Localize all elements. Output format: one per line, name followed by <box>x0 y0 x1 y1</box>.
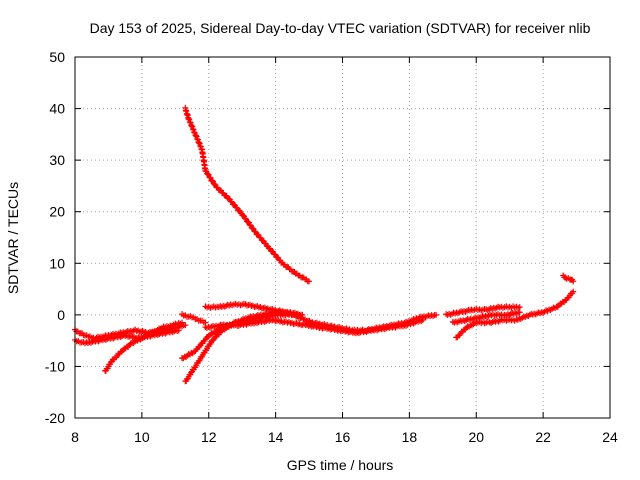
data-point <box>194 135 201 142</box>
chart-title: Day 153 of 2025, Sidereal Day-to-day VTE… <box>90 20 591 36</box>
series-arc-c <box>102 319 185 374</box>
y-tick-label: -10 <box>45 358 65 374</box>
data-point <box>433 311 440 318</box>
data-point <box>516 309 523 316</box>
y-axis-label: SDTVAR / TECUs <box>5 182 21 294</box>
grid <box>75 57 610 418</box>
y-tick-label: 50 <box>49 49 65 65</box>
plot-frame <box>74 56 611 419</box>
y-tick-label: 10 <box>49 255 65 271</box>
y-tick-label: -20 <box>45 410 65 426</box>
series-arc-l <box>560 272 577 285</box>
data-point <box>188 122 195 129</box>
data-point <box>570 278 577 285</box>
data-point <box>196 139 203 146</box>
y-tick-label: 30 <box>49 152 65 168</box>
y-tick-label: 40 <box>49 101 65 117</box>
series-arc-d <box>182 104 313 285</box>
x-tick-label: 24 <box>602 429 618 445</box>
x-tick-label: 14 <box>268 429 284 445</box>
data-point <box>306 278 313 285</box>
series-arc-i <box>453 288 577 341</box>
data-point <box>175 327 182 334</box>
data-point <box>185 115 192 122</box>
series-arc-h <box>202 316 426 337</box>
x-tick-label: 22 <box>535 429 551 445</box>
data-point <box>182 322 189 329</box>
data-point <box>419 317 426 324</box>
data-marks <box>72 104 577 385</box>
data-point <box>211 181 218 188</box>
y-tick-label: 20 <box>49 204 65 220</box>
data-point <box>197 142 204 149</box>
data-point <box>516 304 523 311</box>
data-point <box>191 129 198 136</box>
x-axis-label: GPS time / hours <box>287 457 394 473</box>
data-point <box>186 119 193 126</box>
x-tick-label: 20 <box>468 429 484 445</box>
x-tick-label: 16 <box>335 429 351 445</box>
series-arc-f <box>179 311 292 362</box>
x-tick-label: 10 <box>134 429 150 445</box>
data-point <box>189 126 196 133</box>
x-tick-label: 18 <box>402 429 418 445</box>
series-arc-k <box>449 309 523 326</box>
axis-ticks: 8 10 12 14 16 18 20 22 24 -20 -10 0 10 20 30 40 50 <box>45 49 618 445</box>
series-arc-j <box>443 303 523 318</box>
data-point <box>179 319 185 326</box>
series-arc-m <box>179 311 209 326</box>
y-tick-label: 0 <box>57 307 65 323</box>
data-point <box>570 288 577 295</box>
data-point <box>192 132 199 139</box>
x-tick-label: 8 <box>71 429 79 445</box>
x-tick-label: 12 <box>201 429 217 445</box>
data-point <box>202 319 209 326</box>
